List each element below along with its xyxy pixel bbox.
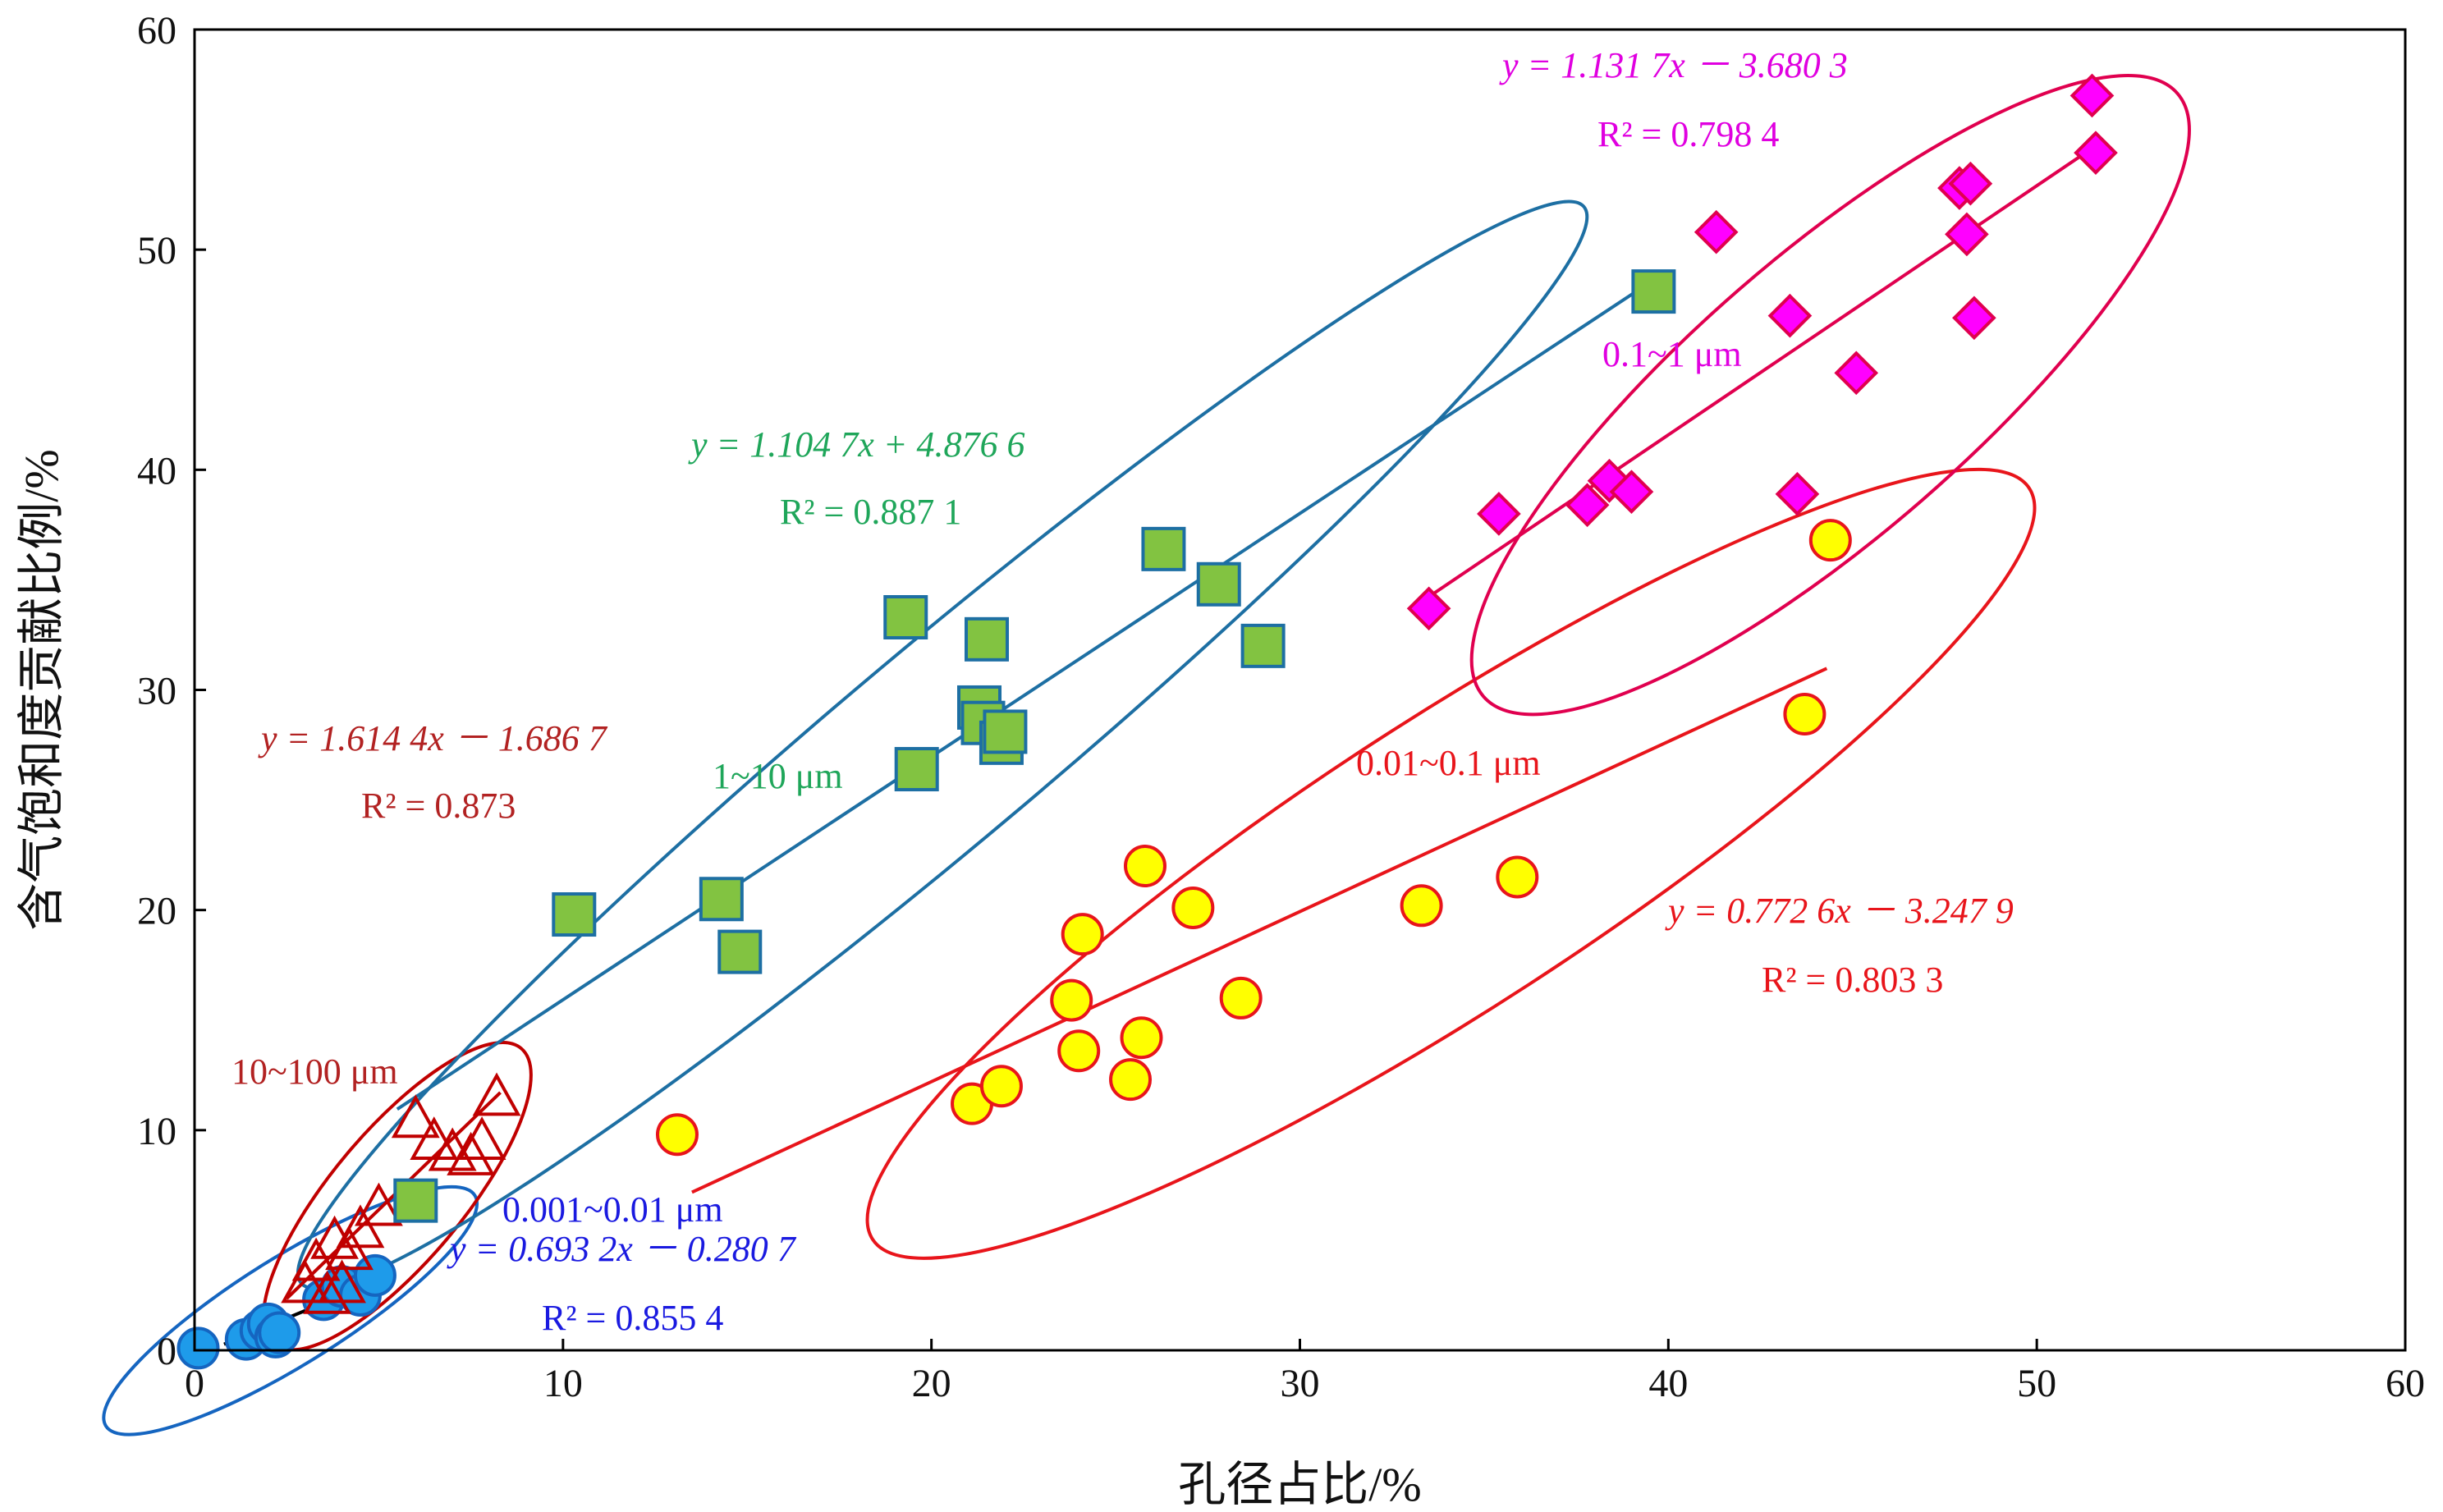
group-ellipse <box>865 467 2037 1260</box>
data-point-triangle <box>325 1226 374 1271</box>
fit-lines <box>223 144 2097 1346</box>
data-point-square <box>1196 561 1241 607</box>
y-tick-label: 60 <box>137 9 176 53</box>
data-point-diamond <box>1948 161 1993 206</box>
fit-equation: y = 1.614 4x － 1.686 7 <box>258 718 608 758</box>
series-label: 10~100 μm <box>231 1052 398 1092</box>
series-label: 0.001~0.01 μm <box>502 1189 723 1230</box>
y-tick-label: 40 <box>137 449 176 493</box>
data-point-circle <box>1120 1016 1163 1060</box>
fit-r2: R² = 0.803 3 <box>1762 960 1943 1000</box>
x-tick-label: 50 <box>2017 1362 2056 1405</box>
fit-equation: y = 1.104 7x + 4.876 6 <box>688 424 1024 465</box>
data-point-square <box>1631 269 1676 314</box>
y-tick-label: 20 <box>137 890 176 933</box>
data-point-diamond <box>1767 293 1813 338</box>
data-point-triangle <box>281 1259 330 1304</box>
fit-equation: y = 0.772 6x － 3.247 9 <box>1665 891 2014 931</box>
axis-ticks: 0 10 20 30 40 50 60 0 10 20 30 40 50 60 <box>137 9 2425 1405</box>
series-label: 0.01~0.1 μm <box>1356 743 1541 783</box>
data-point-diamond <box>1477 492 1521 536</box>
annotations: 0.001~0.01 μmy = 0.693 2x － 0.280 7 R² = … <box>231 45 2014 1338</box>
data-point-triangle <box>355 1182 403 1226</box>
y-tick-label: 10 <box>137 1110 176 1153</box>
fit-line <box>1428 144 2097 598</box>
series-label: 1~10 μm <box>713 756 843 796</box>
data-point-diamond <box>1406 586 1451 631</box>
group-ellipse <box>102 1184 479 1436</box>
data-point-circle <box>1123 845 1166 888</box>
x-tick-label: 0 <box>185 1362 204 1405</box>
data-point-circle <box>176 1326 220 1370</box>
data-point-circle <box>1808 519 1852 562</box>
data-point-circle <box>1050 978 1093 1022</box>
data-point-circle <box>1783 692 1827 735</box>
data-point-triangle <box>291 1237 341 1281</box>
x-tick-label: 20 <box>912 1362 951 1405</box>
data-points <box>176 73 2118 1370</box>
y-axis-title: 含气饱和度贡献比例/% <box>15 449 68 930</box>
data-point-square <box>883 595 928 640</box>
data-point-triangle <box>447 1131 496 1175</box>
x-tick-label: 10 <box>543 1362 583 1405</box>
data-point-diamond <box>1945 212 1989 257</box>
data-point-circle <box>1057 1029 1101 1073</box>
data-point-square <box>699 877 744 922</box>
series-label: 0.1~1 μm <box>1602 334 1742 374</box>
fit-line <box>691 667 1828 1194</box>
fit-line <box>396 278 1655 1111</box>
y-tick-label: 30 <box>137 670 176 713</box>
data-point-circle <box>979 1065 1023 1108</box>
x-tick-label: 60 <box>2386 1362 2425 1405</box>
data-point-square <box>717 929 763 974</box>
data-point-square <box>552 892 597 937</box>
data-point-triangle <box>318 1259 366 1304</box>
data-point-circle <box>1496 855 1539 899</box>
data-point-circle <box>1171 886 1215 929</box>
data-point-triangle <box>410 1116 459 1161</box>
data-point-square <box>983 709 1028 754</box>
y-tick-label: 0 <box>157 1330 176 1373</box>
group-ellipse <box>1469 74 2191 717</box>
data-point-circle <box>1219 976 1263 1019</box>
data-point-square <box>964 616 1009 662</box>
data-point-square <box>894 747 939 792</box>
data-point-square <box>393 1178 438 1223</box>
group-ellipses <box>102 74 2191 1436</box>
fit-equation: y = 0.693 2x － 0.280 7 <box>447 1229 797 1269</box>
data-point-triangle <box>303 1270 351 1314</box>
data-point-diamond <box>1609 470 1654 514</box>
y-tick-label: 50 <box>137 229 176 273</box>
data-point-diamond <box>1834 351 1879 396</box>
fit-r2: R² = 0.798 4 <box>1597 114 1779 154</box>
data-point-circle <box>1061 913 1104 956</box>
data-point-triangle <box>457 1116 506 1161</box>
data-point-square <box>1141 526 1186 571</box>
fit-equation: y = 1.131 7x － 3.680 3 <box>1499 45 1848 85</box>
data-point-circle <box>1400 884 1443 928</box>
fit-r2: R² = 0.855 4 <box>542 1298 723 1338</box>
x-axis-title: 孔径占比/% <box>1178 1458 1421 1511</box>
data-point-square <box>1240 623 1286 668</box>
x-tick-label: 30 <box>1281 1362 1320 1405</box>
data-point-triangle <box>336 1204 385 1249</box>
data-point-diamond <box>1565 483 1610 528</box>
data-point-diamond <box>1952 296 1996 341</box>
plot-frame <box>193 28 2407 1352</box>
data-point-diamond <box>1694 209 1739 254</box>
x-tick-label: 40 <box>1648 1362 1688 1405</box>
data-point-triangle <box>472 1072 521 1116</box>
fit-r2: R² = 0.887 1 <box>780 492 961 532</box>
data-point-circle <box>655 1113 699 1157</box>
data-point-circle <box>353 1253 396 1297</box>
data-point-circle <box>1109 1058 1153 1102</box>
data-point-circle <box>258 1311 301 1354</box>
data-point-triangle <box>391 1094 440 1139</box>
data-point-diamond <box>1775 472 1820 516</box>
data-point-diamond <box>2069 73 2115 118</box>
data-point-diamond <box>2074 131 2118 176</box>
fit-r2: R² = 0.873 <box>361 786 516 826</box>
